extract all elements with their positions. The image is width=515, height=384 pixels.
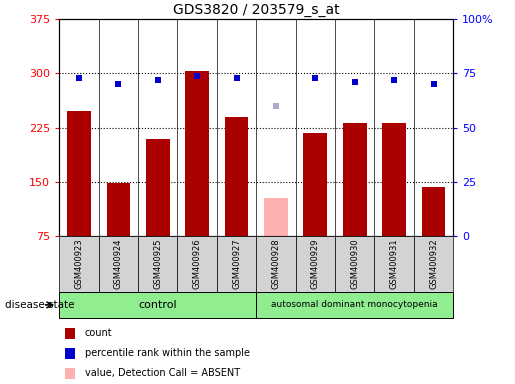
Text: disease state: disease state: [5, 300, 75, 310]
Bar: [65, 328, 75, 339]
Bar: [185, 71, 209, 236]
Bar: [256, 236, 296, 292]
Text: autosomal dominant monocytopenia: autosomal dominant monocytopenia: [271, 300, 438, 310]
Bar: [65, 368, 75, 379]
Bar: [107, 184, 130, 236]
Bar: [296, 236, 335, 292]
Bar: [335, 236, 374, 292]
Text: control: control: [139, 300, 177, 310]
Text: GSM400929: GSM400929: [311, 239, 320, 289]
Bar: [303, 133, 327, 236]
Bar: [382, 122, 406, 236]
Bar: [264, 198, 288, 236]
Bar: [99, 236, 138, 292]
Bar: [422, 187, 445, 236]
Text: GSM400928: GSM400928: [271, 239, 280, 289]
Bar: [67, 111, 91, 236]
Text: GSM400924: GSM400924: [114, 239, 123, 289]
Bar: [59, 236, 99, 292]
Text: count: count: [85, 328, 113, 338]
Text: GSM400927: GSM400927: [232, 239, 241, 289]
Text: percentile rank within the sample: percentile rank within the sample: [85, 348, 250, 358]
Text: GSM400931: GSM400931: [390, 239, 399, 289]
Bar: [177, 236, 217, 292]
Bar: [225, 117, 248, 236]
Bar: [343, 122, 367, 236]
Bar: [217, 236, 256, 292]
Bar: [256, 292, 453, 318]
Text: GSM400926: GSM400926: [193, 239, 201, 289]
Bar: [146, 139, 169, 236]
Title: GDS3820 / 203579_s_at: GDS3820 / 203579_s_at: [173, 3, 339, 17]
Bar: [59, 292, 256, 318]
Text: GSM400923: GSM400923: [75, 239, 83, 289]
Bar: [414, 236, 453, 292]
Text: GSM400930: GSM400930: [350, 239, 359, 289]
Bar: [65, 348, 75, 359]
Bar: [138, 236, 177, 292]
Text: GSM400932: GSM400932: [429, 239, 438, 289]
Text: value, Detection Call = ABSENT: value, Detection Call = ABSENT: [85, 368, 240, 378]
Text: GSM400925: GSM400925: [153, 239, 162, 289]
Bar: [374, 236, 414, 292]
